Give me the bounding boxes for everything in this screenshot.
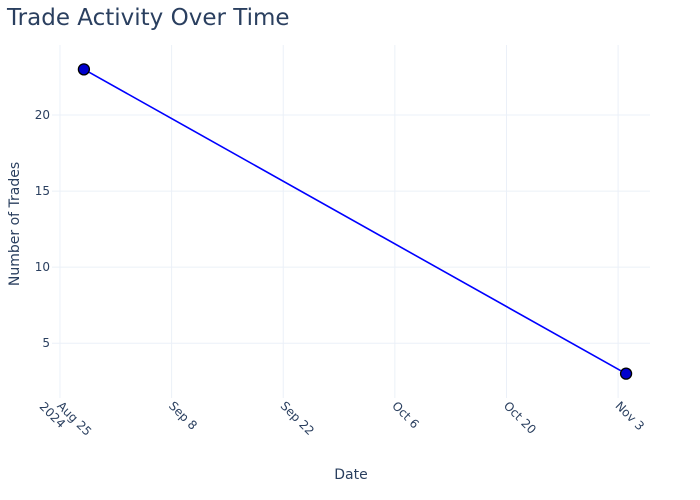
x-tick-group: Oct 20 (501, 399, 539, 437)
chart-title: Trade Activity Over Time (6, 5, 290, 31)
x-tick-group: Sep 22 (278, 399, 317, 438)
y-tick-label: 20 (35, 108, 50, 122)
x-tick-label: Sep 8 (166, 399, 200, 433)
y-tick-label: 15 (35, 184, 50, 198)
x-tick-label: Oct 20 (501, 399, 539, 437)
x-tick-label: Oct 6 (389, 399, 422, 432)
x-axis-title: Date (334, 467, 367, 483)
data-point (77, 63, 91, 76)
y-tick-label: 5 (42, 336, 50, 350)
x-tick-label: Nov 3 (612, 399, 647, 434)
data-point (619, 367, 633, 380)
series-line (83, 68, 627, 375)
x-tick-group: Sep 8 (166, 399, 200, 433)
grid-layer (52, 45, 650, 398)
x-tick-group: Nov 3 (612, 399, 647, 434)
x-tick-group: Oct 6 (389, 399, 422, 432)
x-tick-label: Sep 22 (278, 399, 317, 438)
series-layer (77, 63, 633, 380)
y-axis-title: Number of Trades (7, 162, 23, 286)
y-tick-label: 10 (35, 260, 50, 274)
